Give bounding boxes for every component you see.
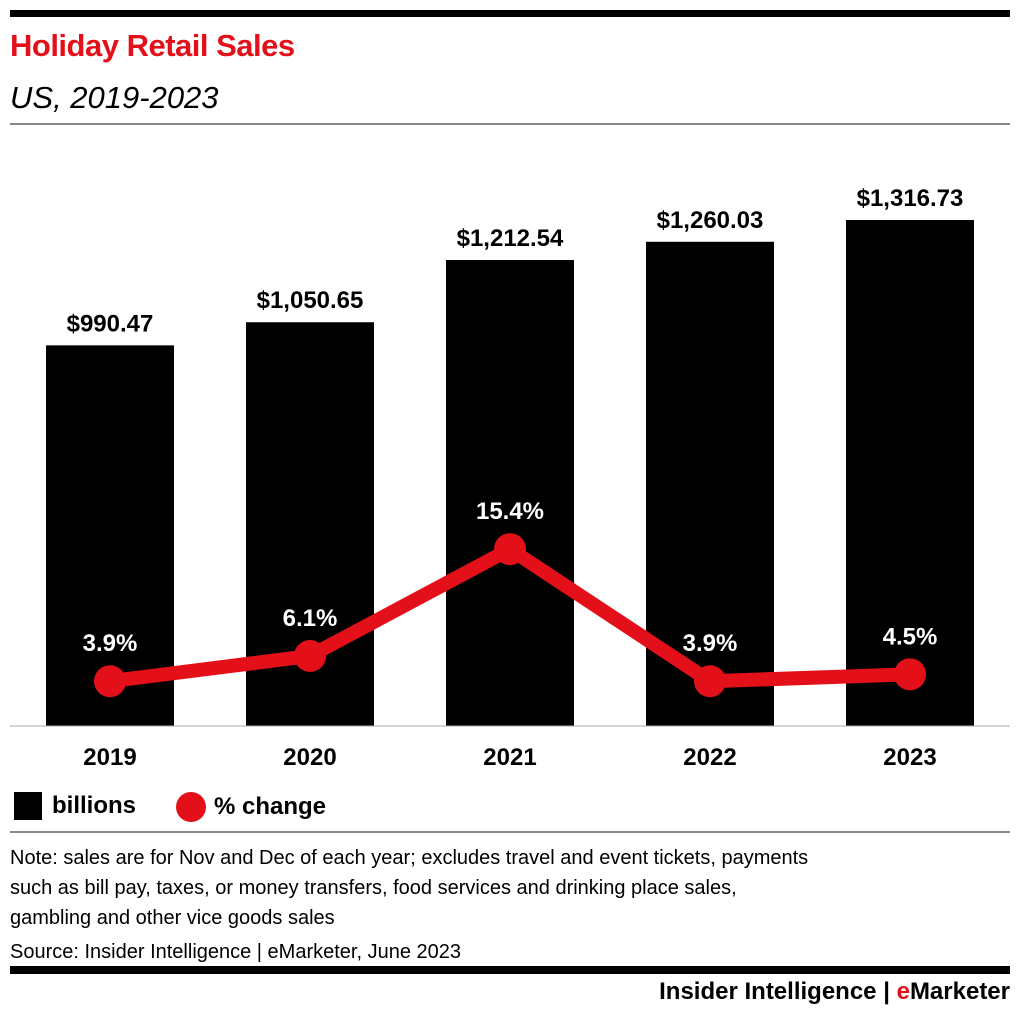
bar [446, 260, 574, 726]
top-bar [10, 10, 1010, 17]
bar-value-label: $1,050.65 [257, 287, 364, 314]
legend-bars-label: billions [52, 792, 136, 819]
brand-logo: Insider Intelligence | eMarketer [659, 978, 1010, 1005]
change-label: 3.9% [83, 630, 138, 657]
source: Source: Insider Intelligence | eMarketer… [10, 941, 462, 963]
x-tick-label: 2021 [483, 744, 536, 771]
bar [846, 219, 974, 727]
bar-value-label: $1,260.03 [657, 207, 764, 234]
change-point [294, 639, 326, 672]
note-line: gambling and other vice goods sales [10, 907, 335, 929]
legend-line: % change [176, 792, 326, 822]
legend-square-icon [14, 792, 42, 820]
change-label: 15.4% [476, 498, 544, 525]
divider [10, 831, 1010, 833]
legend-line-label: % change [214, 793, 327, 820]
note-line: such as bill pay, taxes, or money transf… [10, 877, 737, 899]
change-point [494, 533, 526, 566]
chart-subtitle: US, 2019-2023 [10, 80, 219, 115]
chart: $990.47 2019 $1,050.65 2020 $1,212.54 2021 $1,… [10, 185, 1010, 771]
x-tick-label: 2020 [283, 744, 336, 771]
bar-value-label: $1,316.73 [857, 185, 964, 212]
x-tick-label: 2022 [683, 744, 736, 771]
bottom-bar [10, 966, 1010, 974]
chart-title: Holiday Retail Sales [10, 28, 295, 63]
change-point [894, 658, 926, 691]
legend-dot-icon [176, 792, 206, 822]
change-label: 3.9% [683, 630, 738, 657]
change-point [694, 665, 726, 698]
bar-value-label: $990.47 [67, 310, 154, 337]
change-label: 6.1% [283, 605, 338, 632]
change-point [94, 665, 126, 698]
divider [10, 123, 1010, 125]
note-line: Note: sales are for Nov and Dec of each … [10, 847, 809, 869]
bar-value-label: $1,212.54 [457, 225, 564, 252]
change-label: 4.5% [883, 623, 938, 650]
bar [46, 345, 174, 726]
x-tick-label: 2023 [883, 744, 936, 771]
x-tick-label: 2019 [83, 744, 136, 771]
legend-bars: billions [14, 792, 136, 820]
